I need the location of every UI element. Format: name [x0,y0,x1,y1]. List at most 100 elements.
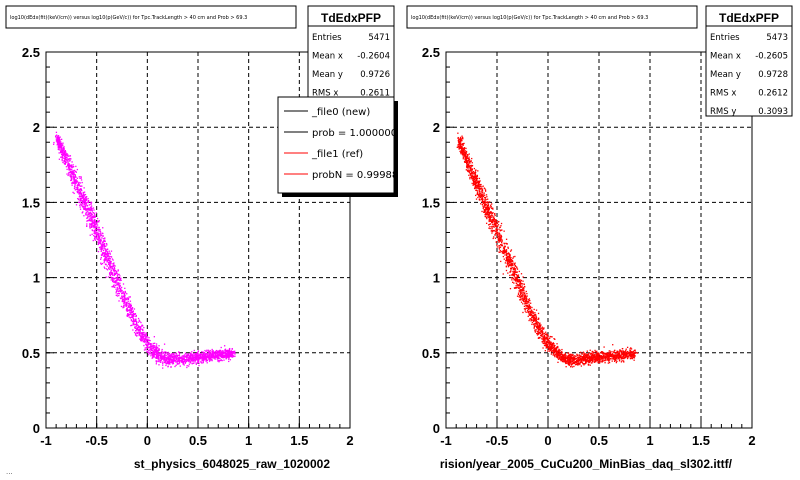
scatter-point [192,356,194,358]
scatter-point [479,195,482,197]
scatter-point [577,359,580,362]
scatter-point [159,352,161,355]
scatter-point [513,278,515,280]
scatter-point [505,260,507,262]
scatter-point [474,183,476,185]
scatter-point [543,344,546,347]
scatter-point [488,209,490,211]
scatter-point [100,243,102,245]
scatter-point [166,352,168,354]
scatter-point [615,353,617,355]
scatter-point [119,290,122,293]
scatter-point [95,212,97,214]
scatter-point [124,287,126,289]
scatter-point [112,277,115,280]
scatter-point [495,223,497,225]
scatter-point [66,165,69,167]
scatter-point [123,302,125,304]
scatter-point [155,351,157,353]
scatter-point [219,351,221,354]
scatter-point [135,322,138,325]
scatter-point [475,189,477,192]
scatter-point [203,354,205,356]
scatter-point [71,166,73,169]
scatter-point [527,308,530,311]
scatter-point [627,350,629,353]
scatter-point [86,214,88,216]
scatter-point [505,253,508,256]
scatter-point [478,198,481,200]
scatter-point [115,271,118,273]
scatter-point [491,227,493,229]
scatter-point [72,175,74,177]
scatter-point [72,170,74,172]
scatter-point [585,355,588,357]
scatter-point [487,208,490,210]
scatter-point [578,354,581,356]
scatter-point [461,150,463,152]
scatter-point [228,355,230,358]
scatter-point [187,356,189,358]
scatter-point [104,248,106,250]
scatter-point [188,358,190,360]
scatter-point [569,366,572,368]
scatter-point [525,299,528,301]
scatter-point [181,356,183,358]
scatter-point [89,227,91,229]
scatter-point [533,324,535,326]
scatter-point [116,279,118,281]
scatter-point [109,258,111,260]
scatter-point [524,308,526,310]
scatter-point [203,358,205,360]
scatter-point [218,352,220,354]
scatter-point [60,142,63,145]
scatter-point [615,359,617,362]
scatter-point [485,206,487,208]
scatter-point [217,356,220,358]
scatter-point [613,360,616,362]
scatter-point [553,337,555,340]
scatter-point [524,303,526,305]
scatter-point [135,321,138,323]
scatter-point [509,264,511,267]
scatter-point [211,359,213,362]
scatter-point [538,331,541,334]
scatter-point [89,217,91,219]
scatter-point [138,319,140,321]
scatter-point [504,245,506,247]
scatter-point [586,354,589,356]
scatter-point [164,351,166,353]
scatter-point [546,338,548,341]
scatter-point [110,262,112,264]
scatter-point [209,351,212,353]
scatter-point [83,197,85,200]
scatter-point [191,363,193,365]
scatter-point [473,167,476,170]
scatter-point [536,321,538,323]
scatter-point [79,190,81,193]
scatter-point [509,274,511,277]
scatter-point [120,286,123,289]
scatter-point [581,362,584,364]
scatter-point [492,237,494,240]
scatter-point [524,301,526,303]
scatter-point [142,329,144,331]
scatter-point [557,349,559,351]
scatter-point [83,208,85,210]
x-tick-label: -1 [40,433,52,448]
scatter-point [154,352,156,354]
scatter-point [136,332,139,334]
scatter-point [616,355,618,357]
scatter-point [522,276,524,278]
scatter-point [491,212,494,215]
scatter-point [70,176,72,179]
scatter-point [80,179,83,181]
scatter-point [78,184,80,186]
scatter-point [620,357,623,359]
scatter-point [478,181,481,183]
scatter-point [464,161,466,163]
scatter-point [466,164,468,167]
scatter-point [211,355,213,357]
scatter-point [105,253,107,256]
scatter-point [199,357,201,359]
